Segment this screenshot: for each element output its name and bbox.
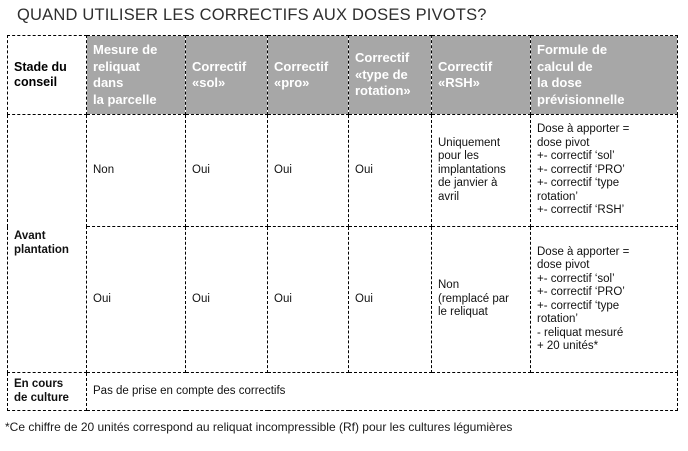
header-correctif-rotation: Correctif «type de rotation» [348, 35, 432, 115]
header-formule-calcul: Formule de calcul de la dose prévisionne… [530, 35, 678, 115]
cell-r1-correctif-sol: Oui [185, 114, 268, 227]
header-mesure-reliquat: Mesure de reliquat dans la parcelle [86, 35, 186, 115]
cell-r2-formule: Dose à apporter = dose pivot +- correcti… [530, 226, 678, 373]
header-correctif-pro: Correctif «pro» [267, 35, 349, 115]
header-correctif-sol: Correctif «sol» [185, 35, 268, 115]
table-header-row: Stade du conseil Mesure de reliquat dans… [7, 35, 678, 115]
correctifs-table: Stade du conseil Mesure de reliquat dans… [7, 35, 678, 411]
cell-r2-correctif-rotation: Oui [348, 226, 432, 373]
cell-r1-correctif-rotation: Oui [348, 114, 432, 227]
table-row-avant-plantation-2: Oui Oui Oui Oui Non (remplacé par le rel… [8, 226, 678, 373]
cell-r1-correctif-rsh: Uniquement pour les implantations de jan… [431, 114, 531, 227]
page-title: QUAND UTILISER LES CORRECTIFS AUX DOSES … [17, 6, 487, 24]
table-row-en-cours-de-culture: En cours de culture Pas de prise en comp… [7, 372, 678, 411]
cell-r2-correctif-rsh: Non (remplacé par le reliquat [431, 226, 531, 373]
cell-en-cours-value: Pas de prise en compte des correctifs [86, 372, 678, 411]
cell-stage-en-cours: En cours de culture [7, 372, 87, 411]
cell-r1-mesure-reliquat: Non [86, 114, 186, 227]
cell-r2-correctif-pro: Oui [267, 226, 349, 373]
cell-r1-formule: Dose à apporter = dose pivot +- correcti… [530, 114, 678, 227]
cell-r2-correctif-sol: Oui [185, 226, 268, 373]
header-stade-du-conseil: Stade du conseil [7, 35, 87, 115]
table-row-avant-plantation-1: Avant plantation Non Oui Oui Oui Uniquem… [7, 114, 678, 373]
header-correctif-rsh: Correctif «RSH» [431, 35, 531, 115]
cell-r2-mesure-reliquat: Oui [86, 226, 186, 373]
cell-stage-avant-plantation: Avant plantation [7, 114, 87, 373]
footnote: *Ce chiffre de 20 unités correspond au r… [5, 420, 513, 434]
cell-r1-correctif-pro: Oui [267, 114, 349, 227]
